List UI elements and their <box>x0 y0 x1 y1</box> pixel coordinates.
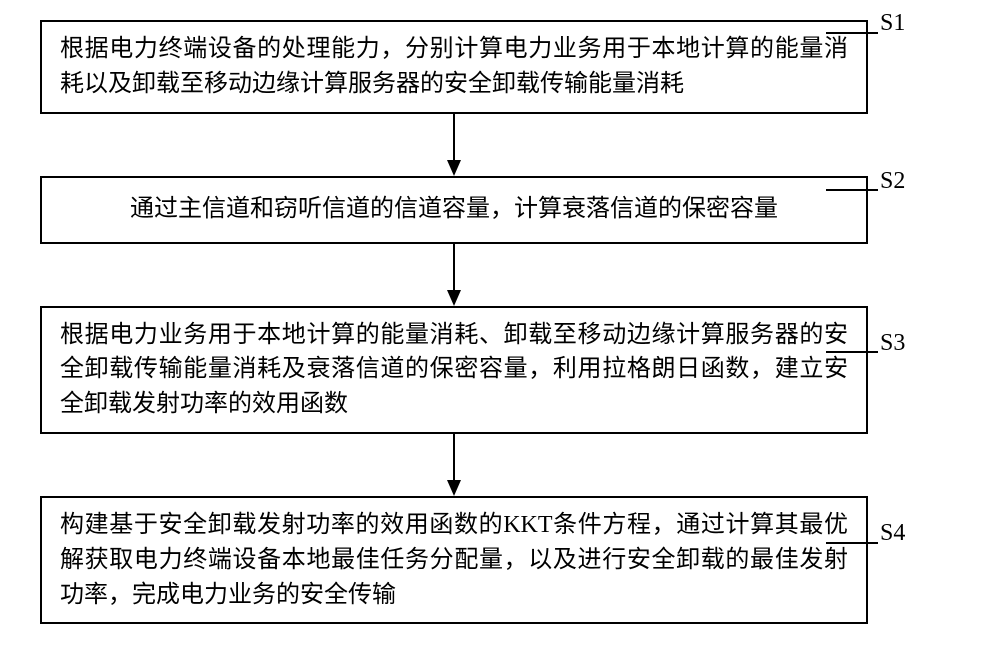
arrow-down <box>40 434 868 496</box>
label-connector-line <box>826 32 878 34</box>
step-row-s2: 通过主信道和窃听信道的信道容量，计算衰落信道的保密容量S2 <box>40 176 960 244</box>
step-box-s3: 根据电力业务用于本地计算的能量消耗、卸载至移动边缘计算服务器的安全卸载传输能量消… <box>40 306 868 434</box>
step-text: 根据电力业务用于本地计算的能量消耗、卸载至移动边缘计算服务器的安全卸载传输能量消… <box>60 318 848 422</box>
step-box-s2: 通过主信道和窃听信道的信道容量，计算衰落信道的保密容量 <box>40 176 868 244</box>
step-text: 通过主信道和窃听信道的信道容量，计算衰落信道的保密容量 <box>130 192 778 227</box>
step-text: 根据电力终端设备的处理能力，分别计算电力业务用于本地计算的能量消耗以及卸载至移动… <box>60 32 848 102</box>
step-row-s1: 根据电力终端设备的处理能力，分别计算电力业务用于本地计算的能量消耗以及卸载至移动… <box>40 20 960 114</box>
arrow-down <box>40 244 868 306</box>
label-connector-line <box>826 542 878 544</box>
flowchart-container: 根据电力终端设备的处理能力，分别计算电力业务用于本地计算的能量消耗以及卸载至移动… <box>40 20 960 624</box>
step-text: 构建基于安全卸载发射功率的效用函数的KKT条件方程，通过计算其最优解获取电力终端… <box>60 508 848 612</box>
step-row-s3: 根据电力业务用于本地计算的能量消耗、卸载至移动边缘计算服务器的安全卸载传输能量消… <box>40 306 960 434</box>
label-connector-line <box>826 189 878 191</box>
step-label-s2: S2 <box>880 168 905 195</box>
step-label-s3: S3 <box>880 330 905 357</box>
label-connector-line <box>826 351 878 353</box>
arrow-down <box>40 114 868 176</box>
step-label-s4: S4 <box>880 520 905 547</box>
step-box-s1: 根据电力终端设备的处理能力，分别计算电力业务用于本地计算的能量消耗以及卸载至移动… <box>40 20 868 114</box>
step-box-s4: 构建基于安全卸载发射功率的效用函数的KKT条件方程，通过计算其最优解获取电力终端… <box>40 496 868 624</box>
step-label-s1: S1 <box>880 10 905 37</box>
step-row-s4: 构建基于安全卸载发射功率的效用函数的KKT条件方程，通过计算其最优解获取电力终端… <box>40 496 960 624</box>
